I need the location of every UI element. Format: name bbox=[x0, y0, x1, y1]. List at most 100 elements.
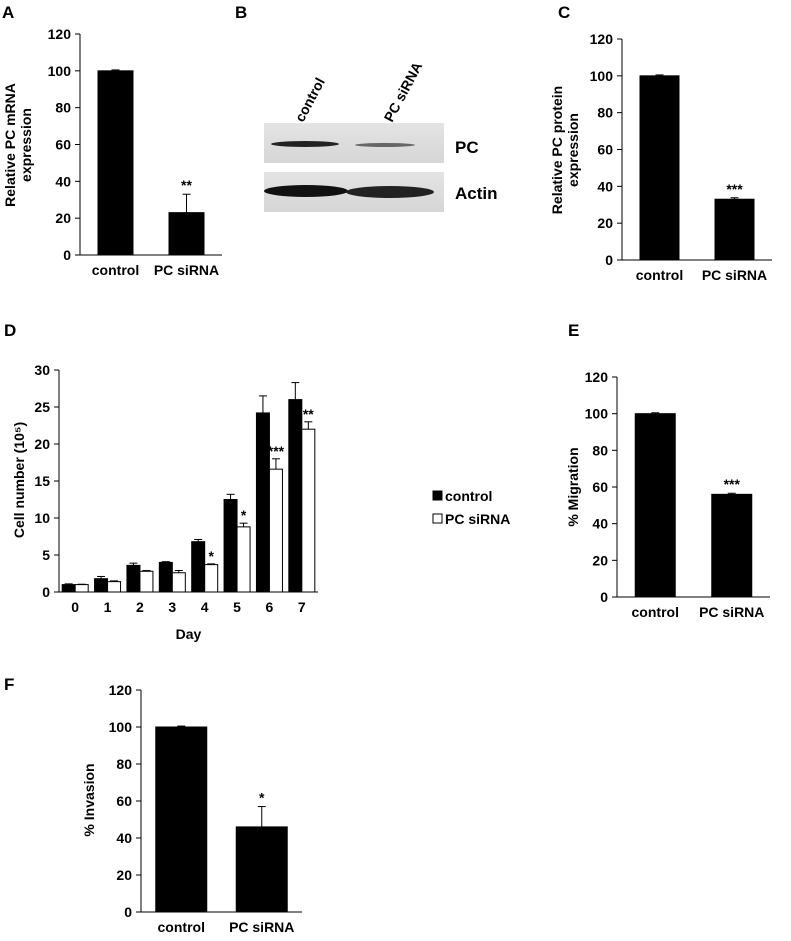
y-tick-label: 100 bbox=[585, 406, 609, 422]
x-tick-label: 7 bbox=[298, 599, 306, 615]
y-tick-label: 10 bbox=[34, 510, 50, 526]
band bbox=[355, 143, 415, 147]
y-tick-label: 60 bbox=[116, 793, 132, 809]
y-tick-label: 60 bbox=[597, 142, 613, 158]
y-tick-label: 80 bbox=[597, 105, 613, 121]
bar bbox=[139, 570, 154, 593]
y-tick-label: 60 bbox=[55, 137, 71, 153]
significance: *** bbox=[268, 443, 285, 459]
significance: ** bbox=[303, 406, 314, 422]
y-axis-label: Relative PC protein bbox=[549, 86, 565, 214]
chart: F % Invasion 0 20 40 60 80 100 120 control PC siRN… bbox=[4, 675, 302, 935]
bar bbox=[255, 412, 270, 593]
panel-label: E bbox=[568, 321, 579, 340]
y-tick-label: 120 bbox=[48, 26, 72, 42]
y-tick-label: 100 bbox=[109, 719, 133, 735]
bar bbox=[74, 584, 89, 593]
chart: A Relative PC mRNA expression 0 20 40 60 80 100 1… bbox=[2, 3, 222, 278]
bar bbox=[171, 572, 186, 593]
y-tick-label: 120 bbox=[585, 369, 609, 385]
y-tick-label: 20 bbox=[55, 210, 71, 226]
x-tick-label: 0 bbox=[71, 599, 79, 615]
band bbox=[264, 185, 348, 197]
x-tick-label: control bbox=[92, 262, 139, 278]
x-tick-label: PC siRNA bbox=[699, 604, 764, 620]
y-tick-label: 20 bbox=[116, 867, 132, 883]
x-tick-label: 1 bbox=[104, 599, 112, 615]
y-tick-label: 80 bbox=[116, 756, 132, 772]
x-tick-label: PC siRNA bbox=[154, 262, 219, 278]
y-tick-label: 40 bbox=[597, 178, 613, 194]
chart: D Cell number (10⁵) 0 5 10 15 20 25 30 0 1 2 3 4 5 6 7 Da… bbox=[4, 321, 510, 642]
y-tick-label: 80 bbox=[55, 100, 71, 116]
y-tick-label: 60 bbox=[592, 479, 608, 495]
bar bbox=[235, 826, 288, 913]
y-tick-label: 0 bbox=[63, 247, 71, 263]
lane-label: PC siRNA bbox=[381, 59, 426, 124]
chart: C Relative PC protein expression 0 20 40 60 80 1… bbox=[549, 3, 772, 283]
significance: * bbox=[259, 790, 265, 806]
y-tick-label: 20 bbox=[34, 436, 50, 452]
band bbox=[271, 141, 339, 147]
y-tick-label: 0 bbox=[605, 252, 613, 268]
western-blot: B control PC siRNA PC Actin bbox=[235, 3, 498, 212]
y-axis-label: expression bbox=[18, 108, 34, 182]
y-tick-label: 20 bbox=[597, 215, 613, 231]
panel-label: F bbox=[4, 675, 14, 694]
y-tick-label: 5 bbox=[42, 547, 50, 563]
y-axis-label: Relative PC mRNA bbox=[2, 83, 18, 207]
significance: * bbox=[241, 507, 247, 523]
y-axis-label: % Invasion bbox=[81, 763, 97, 836]
bar bbox=[191, 541, 206, 593]
x-tick-label: PC siRNA bbox=[702, 267, 767, 283]
y-tick-label: 100 bbox=[48, 63, 72, 79]
x-tick-label: 4 bbox=[201, 599, 209, 615]
legend-swatch bbox=[432, 513, 443, 524]
x-tick-label: 5 bbox=[233, 599, 241, 615]
x-axis-label: Day bbox=[176, 626, 202, 642]
y-tick-label: 15 bbox=[34, 473, 50, 489]
y-tick-label: 120 bbox=[109, 682, 133, 698]
y-axis-label: expression bbox=[565, 113, 581, 187]
y-tick-label: 0 bbox=[124, 904, 132, 920]
y-tick-label: 40 bbox=[116, 830, 132, 846]
bar bbox=[711, 493, 753, 598]
y-tick-label: 100 bbox=[590, 68, 614, 84]
significance: *** bbox=[724, 476, 741, 492]
y-tick-label: 80 bbox=[592, 442, 608, 458]
bar bbox=[639, 75, 680, 261]
significance: *** bbox=[726, 181, 743, 197]
lane-label: control bbox=[292, 75, 328, 124]
x-tick-label: control bbox=[158, 919, 205, 935]
x-tick-label: 3 bbox=[168, 599, 176, 615]
x-tick-label: 2 bbox=[136, 599, 144, 615]
bar bbox=[301, 428, 316, 593]
bar bbox=[61, 584, 76, 593]
bar bbox=[634, 413, 676, 598]
bar bbox=[158, 561, 173, 593]
band bbox=[346, 186, 434, 198]
legend-swatch bbox=[432, 490, 443, 501]
bar bbox=[107, 581, 122, 593]
band-label: Actin bbox=[455, 184, 498, 203]
y-axis-label: % Migration bbox=[565, 447, 581, 526]
y-tick-label: 0 bbox=[42, 584, 50, 600]
bar bbox=[155, 726, 208, 913]
bar bbox=[236, 526, 251, 593]
bar bbox=[288, 399, 303, 593]
significance: ** bbox=[181, 177, 192, 193]
y-tick-label: 20 bbox=[592, 552, 608, 568]
legend-label: control bbox=[445, 488, 492, 504]
y-tick-label: 30 bbox=[34, 362, 50, 378]
bar bbox=[97, 70, 134, 256]
panel-label: A bbox=[2, 3, 14, 22]
y-axis-label: Cell number (10⁵) bbox=[11, 422, 27, 538]
x-tick-label: PC siRNA bbox=[229, 919, 294, 935]
significance: * bbox=[208, 548, 214, 564]
bar bbox=[204, 564, 219, 593]
y-tick-label: 120 bbox=[590, 31, 614, 47]
y-tick-label: 0 bbox=[600, 589, 608, 605]
bar bbox=[168, 212, 205, 256]
band-label: PC bbox=[455, 138, 479, 157]
